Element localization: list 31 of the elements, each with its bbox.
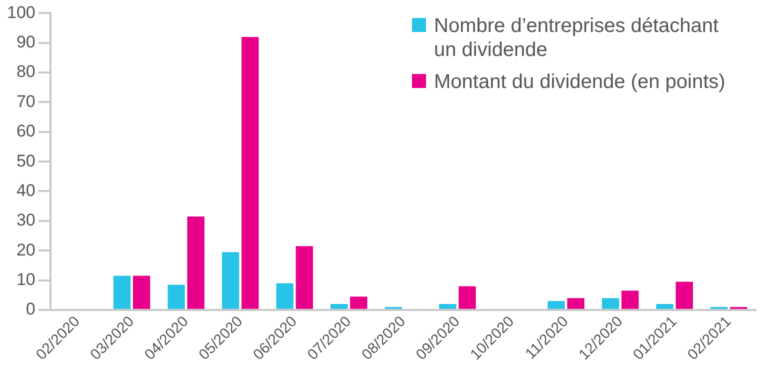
bar [439, 304, 456, 309]
bar [602, 298, 620, 309]
bar [276, 283, 294, 309]
legend-label: Nombre d’entreprises détachant un dividende [434, 14, 720, 62]
y-tick-label: 40 [16, 180, 36, 200]
bar [458, 286, 476, 309]
bar [187, 216, 204, 309]
bar [621, 290, 639, 309]
y-tick-label: 100 [6, 2, 36, 22]
bar [242, 36, 259, 309]
y-tick-label: 0 [26, 300, 36, 319]
y-tick-label: 60 [16, 122, 36, 141]
bar [350, 296, 368, 309]
y-tick-label: 80 [16, 62, 36, 82]
bar [168, 284, 185, 309]
legend-label: Montant du dividende (en points) [434, 70, 726, 94]
y-tick-label: 70 [16, 92, 36, 111]
bar [567, 298, 584, 309]
bar [656, 304, 674, 309]
y-tick-label: 10 [16, 270, 36, 289]
y-tick-label: 20 [16, 240, 36, 260]
bar [113, 276, 131, 309]
bar [676, 282, 693, 309]
bar [330, 304, 348, 309]
y-tick-label: 90 [16, 32, 36, 52]
y-tick-label: 30 [16, 210, 36, 230]
bar [548, 301, 565, 309]
bar [132, 276, 150, 309]
bar [222, 252, 240, 309]
bar [296, 246, 313, 309]
y-tick-label: 50 [16, 151, 36, 170]
